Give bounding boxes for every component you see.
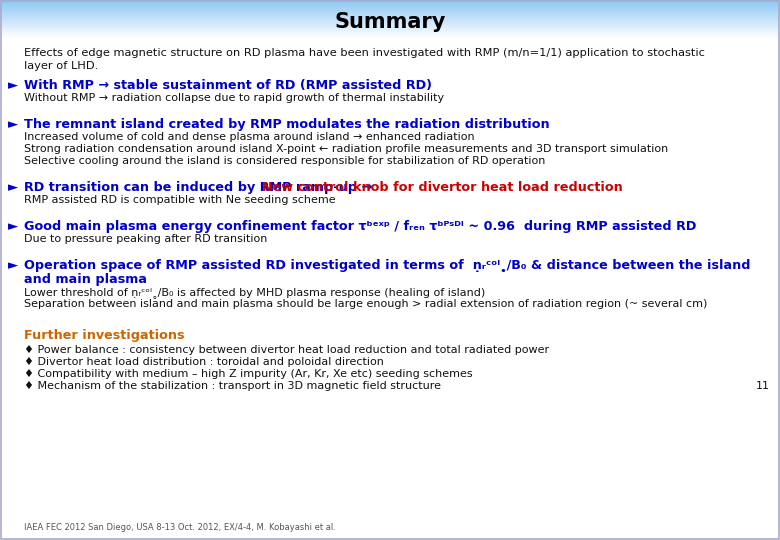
Text: IAEA FEC 2012 San Diego, USA 8-13 Oct. 2012, EX/4-4, M. Kobayashi et al.: IAEA FEC 2012 San Diego, USA 8-13 Oct. 2… <box>24 523 336 532</box>
Bar <box>0 15 780 16</box>
Bar <box>0 36 780 37</box>
Text: Good main plasma energy confinement factor τᵇᵉˣᵖ / fᵣₑₙ τᵇᴾˢᴰᴵ ~ 0.96  during RM: Good main plasma energy confinement fact… <box>24 220 697 233</box>
Text: Effects of edge magnetic structure on RD plasma have been investigated with RMP : Effects of edge magnetic structure on RD… <box>24 48 705 58</box>
Bar <box>0 3 780 4</box>
Text: ►: ► <box>8 259 18 272</box>
Bar <box>0 31 780 32</box>
Text: ►: ► <box>8 118 18 131</box>
Text: Lower threshold of ṇᵣᶜᵒᴵ˳/B₀ is affected by MHD plasma response (healing of isla: Lower threshold of ṇᵣᶜᵒᴵ˳/B₀ is affected… <box>24 287 485 298</box>
Bar <box>0 19 780 21</box>
Text: Selective cooling around the island is considered responsible for stabilization : Selective cooling around the island is c… <box>24 156 545 166</box>
Bar <box>0 29 780 30</box>
Bar <box>0 33 780 35</box>
Bar <box>0 17 780 18</box>
Text: ♦ Divertor heat load distribution : toroidal and poloidal direction: ♦ Divertor heat load distribution : toro… <box>24 357 384 367</box>
Bar <box>0 9 780 10</box>
Bar <box>0 26 780 28</box>
Bar <box>0 16 780 17</box>
Text: and main plasma: and main plasma <box>24 273 147 286</box>
Bar <box>0 21 780 22</box>
Bar <box>0 4 780 5</box>
Text: Further investigations: Further investigations <box>24 329 185 342</box>
Text: ►: ► <box>8 220 18 233</box>
Text: Strong radiation condensation around island X-point ← radiation profile measurem: Strong radiation condensation around isl… <box>24 144 668 154</box>
Bar <box>0 5 780 6</box>
Bar <box>0 18 780 19</box>
Text: ►: ► <box>8 79 18 92</box>
Text: Without RMP → radiation collapse due to rapid growth of thermal instability: Without RMP → radiation collapse due to … <box>24 93 444 103</box>
Bar <box>0 23 780 24</box>
Bar <box>0 24 780 25</box>
Text: 11: 11 <box>756 381 770 391</box>
Bar <box>0 2 780 3</box>
Text: Summary: Summary <box>335 12 445 32</box>
Text: ♦ Power balance : consistency between divertor heat load reduction and total rad: ♦ Power balance : consistency between di… <box>24 345 549 355</box>
Text: New control knob for divertor heat load reduction: New control knob for divertor heat load … <box>262 181 623 194</box>
Bar <box>0 14 780 15</box>
Text: Operation space of RMP assisted RD investigated in terms of  ṇᵣᶜᵒᴵ˳/B₀ & distanc: Operation space of RMP assisted RD inves… <box>24 259 750 272</box>
Bar <box>0 35 780 36</box>
Text: Increased volume of cold and dense plasma around island → enhanced radiation: Increased volume of cold and dense plasm… <box>24 132 474 142</box>
Text: ♦ Compatibility with medium – high Z impurity (Ar, Kr, Xe etc) seeding schemes: ♦ Compatibility with medium – high Z imp… <box>24 369 473 379</box>
Text: ♦ Mechanism of the stabilization : transport in 3D magnetic field structure: ♦ Mechanism of the stabilization : trans… <box>24 381 441 391</box>
Text: The remnant island created by RMP modulates the radiation distribution: The remnant island created by RMP modula… <box>24 118 550 131</box>
Bar <box>0 12 780 14</box>
Bar <box>0 1 780 2</box>
Text: ►: ► <box>8 181 18 194</box>
Bar <box>0 8 780 9</box>
Text: RMP assisted RD is compatible with Ne seeding scheme: RMP assisted RD is compatible with Ne se… <box>24 195 335 205</box>
Bar <box>0 28 780 29</box>
Text: Due to pressure peaking after RD transition: Due to pressure peaking after RD transit… <box>24 234 268 244</box>
Bar <box>0 11 780 12</box>
Text: Separation between island and main plasma should be large enough > radial extens: Separation between island and main plasm… <box>24 299 707 309</box>
Text: RD transition can be induced by RMP ramp-up →: RD transition can be induced by RMP ramp… <box>24 181 377 194</box>
Bar <box>0 25 780 26</box>
Bar <box>0 6 780 8</box>
Text: layer of LHD.: layer of LHD. <box>24 61 98 71</box>
Bar <box>0 32 780 33</box>
Bar <box>0 22 780 23</box>
Text: With RMP → stable sustainment of RD (RMP assisted RD): With RMP → stable sustainment of RD (RMP… <box>24 79 432 92</box>
Bar <box>0 30 780 31</box>
Bar <box>0 10 780 11</box>
